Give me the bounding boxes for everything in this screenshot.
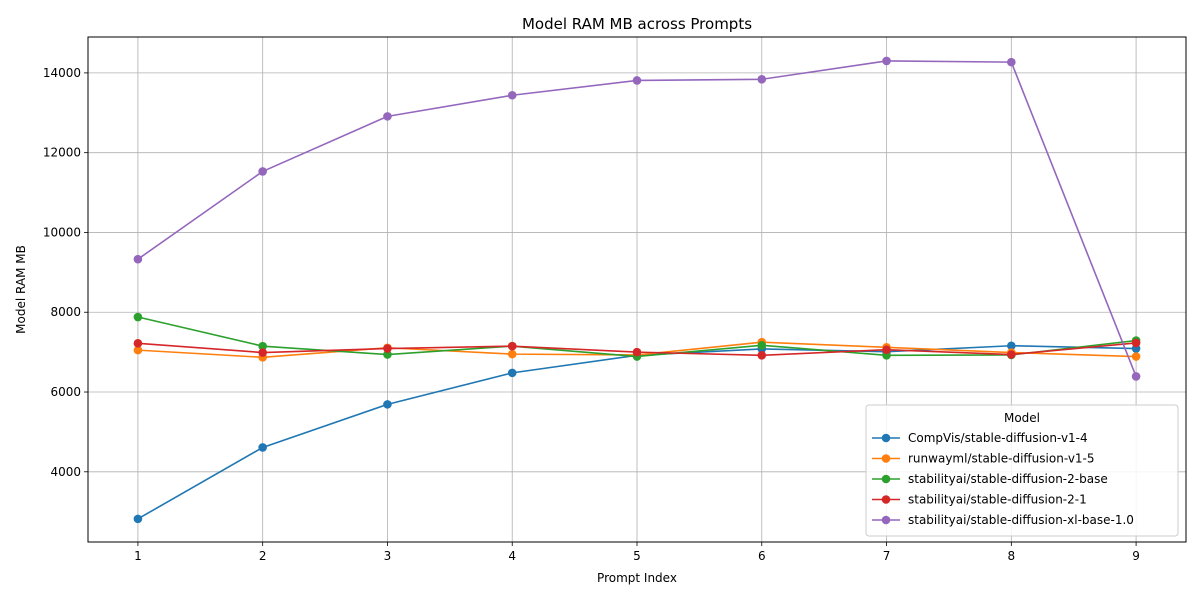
data-point	[383, 350, 392, 359]
data-point	[1131, 352, 1141, 361]
data-point	[507, 368, 517, 378]
data-point	[1007, 350, 1016, 359]
data-point	[133, 345, 143, 355]
data-point	[757, 341, 767, 350]
legend: Model CompVis/stable-diffusion-v1-4 runway…	[865, 404, 1179, 537]
data-point	[133, 312, 143, 322]
data-point	[882, 56, 891, 66]
y-axis-label: Model RAM MB	[14, 245, 28, 334]
data-point	[383, 400, 392, 409]
legend-label: stabilityai/stable-diffusion-2-1	[908, 493, 1087, 507]
data-point	[507, 341, 517, 351]
data-point	[507, 90, 517, 100]
y-tick-label: 4000	[50, 465, 81, 479]
data-point	[632, 76, 642, 85]
data-point	[1131, 372, 1141, 381]
legend-marker	[881, 515, 891, 525]
data-point	[258, 443, 267, 452]
data-point	[133, 254, 143, 264]
legend-entry: CompVis/stable-diffusion-v1-4	[872, 431, 1088, 445]
x-tick-label: 8	[1007, 549, 1015, 563]
data-point	[383, 112, 392, 121]
data-point	[882, 345, 891, 355]
legend-label: CompVis/stable-diffusion-v1-4	[908, 431, 1088, 445]
data-point	[1007, 57, 1016, 67]
data-point	[507, 349, 517, 359]
data-point	[258, 348, 267, 357]
legend-entry: runwayml/stable-diffusion-v1-5	[872, 452, 1095, 466]
x-tick-label: 5	[633, 549, 641, 563]
x-tick-label: 9	[1132, 549, 1140, 563]
y-tick-label: 14000	[43, 66, 81, 80]
data-point	[757, 74, 767, 84]
legend-label: stabilityai/stable-diffusion-2-base	[908, 472, 1108, 486]
x-tick-label: 2	[259, 549, 267, 563]
data-point	[632, 347, 642, 357]
data-point	[133, 514, 143, 524]
data-point	[757, 351, 767, 360]
legend-marker	[881, 433, 891, 443]
series-group	[133, 56, 1141, 524]
x-tick-label: 1	[134, 549, 142, 563]
data-point	[258, 341, 267, 351]
data-point	[1007, 341, 1016, 351]
legend-label: runwayml/stable-diffusion-v1-5	[908, 452, 1095, 466]
y-tick-label: 12000	[43, 146, 81, 160]
legend-entry: stabilityai/stable-diffusion-2-1	[872, 493, 1087, 507]
series-5	[133, 56, 1141, 381]
y-tick-label: 6000	[50, 385, 81, 399]
legend-marker	[881, 454, 891, 463]
legend-marker	[881, 474, 891, 484]
data-point	[1131, 338, 1141, 348]
chart-title: Model RAM MB across Prompts	[522, 15, 752, 33]
data-point	[258, 167, 267, 176]
x-tick-label: 3	[384, 549, 392, 563]
axes: 1 2 3 4 5 6 7 8 9 4000 6000 8000 10000 12000 14000	[43, 66, 1140, 563]
series-4	[133, 338, 1141, 360]
x-tick-label: 6	[758, 549, 766, 563]
y-tick-label: 8000	[50, 305, 81, 319]
legend-label: stabilityai/stable-diffusion-xl-base-1.0	[908, 513, 1134, 527]
x-axis-label: Prompt Index	[597, 571, 677, 585]
data-point	[383, 344, 392, 353]
x-tick-label: 7	[883, 549, 891, 563]
legend-marker	[881, 495, 891, 504]
legend-entry: stabilityai/stable-diffusion-2-base	[872, 472, 1108, 486]
x-tick-label: 4	[508, 549, 516, 563]
data-point	[133, 339, 143, 348]
y-tick-label: 10000	[43, 225, 81, 239]
legend-entry: stabilityai/stable-diffusion-xl-base-1.0	[872, 513, 1134, 527]
legend-title: Model	[1004, 411, 1040, 425]
legend-box	[865, 404, 1179, 537]
